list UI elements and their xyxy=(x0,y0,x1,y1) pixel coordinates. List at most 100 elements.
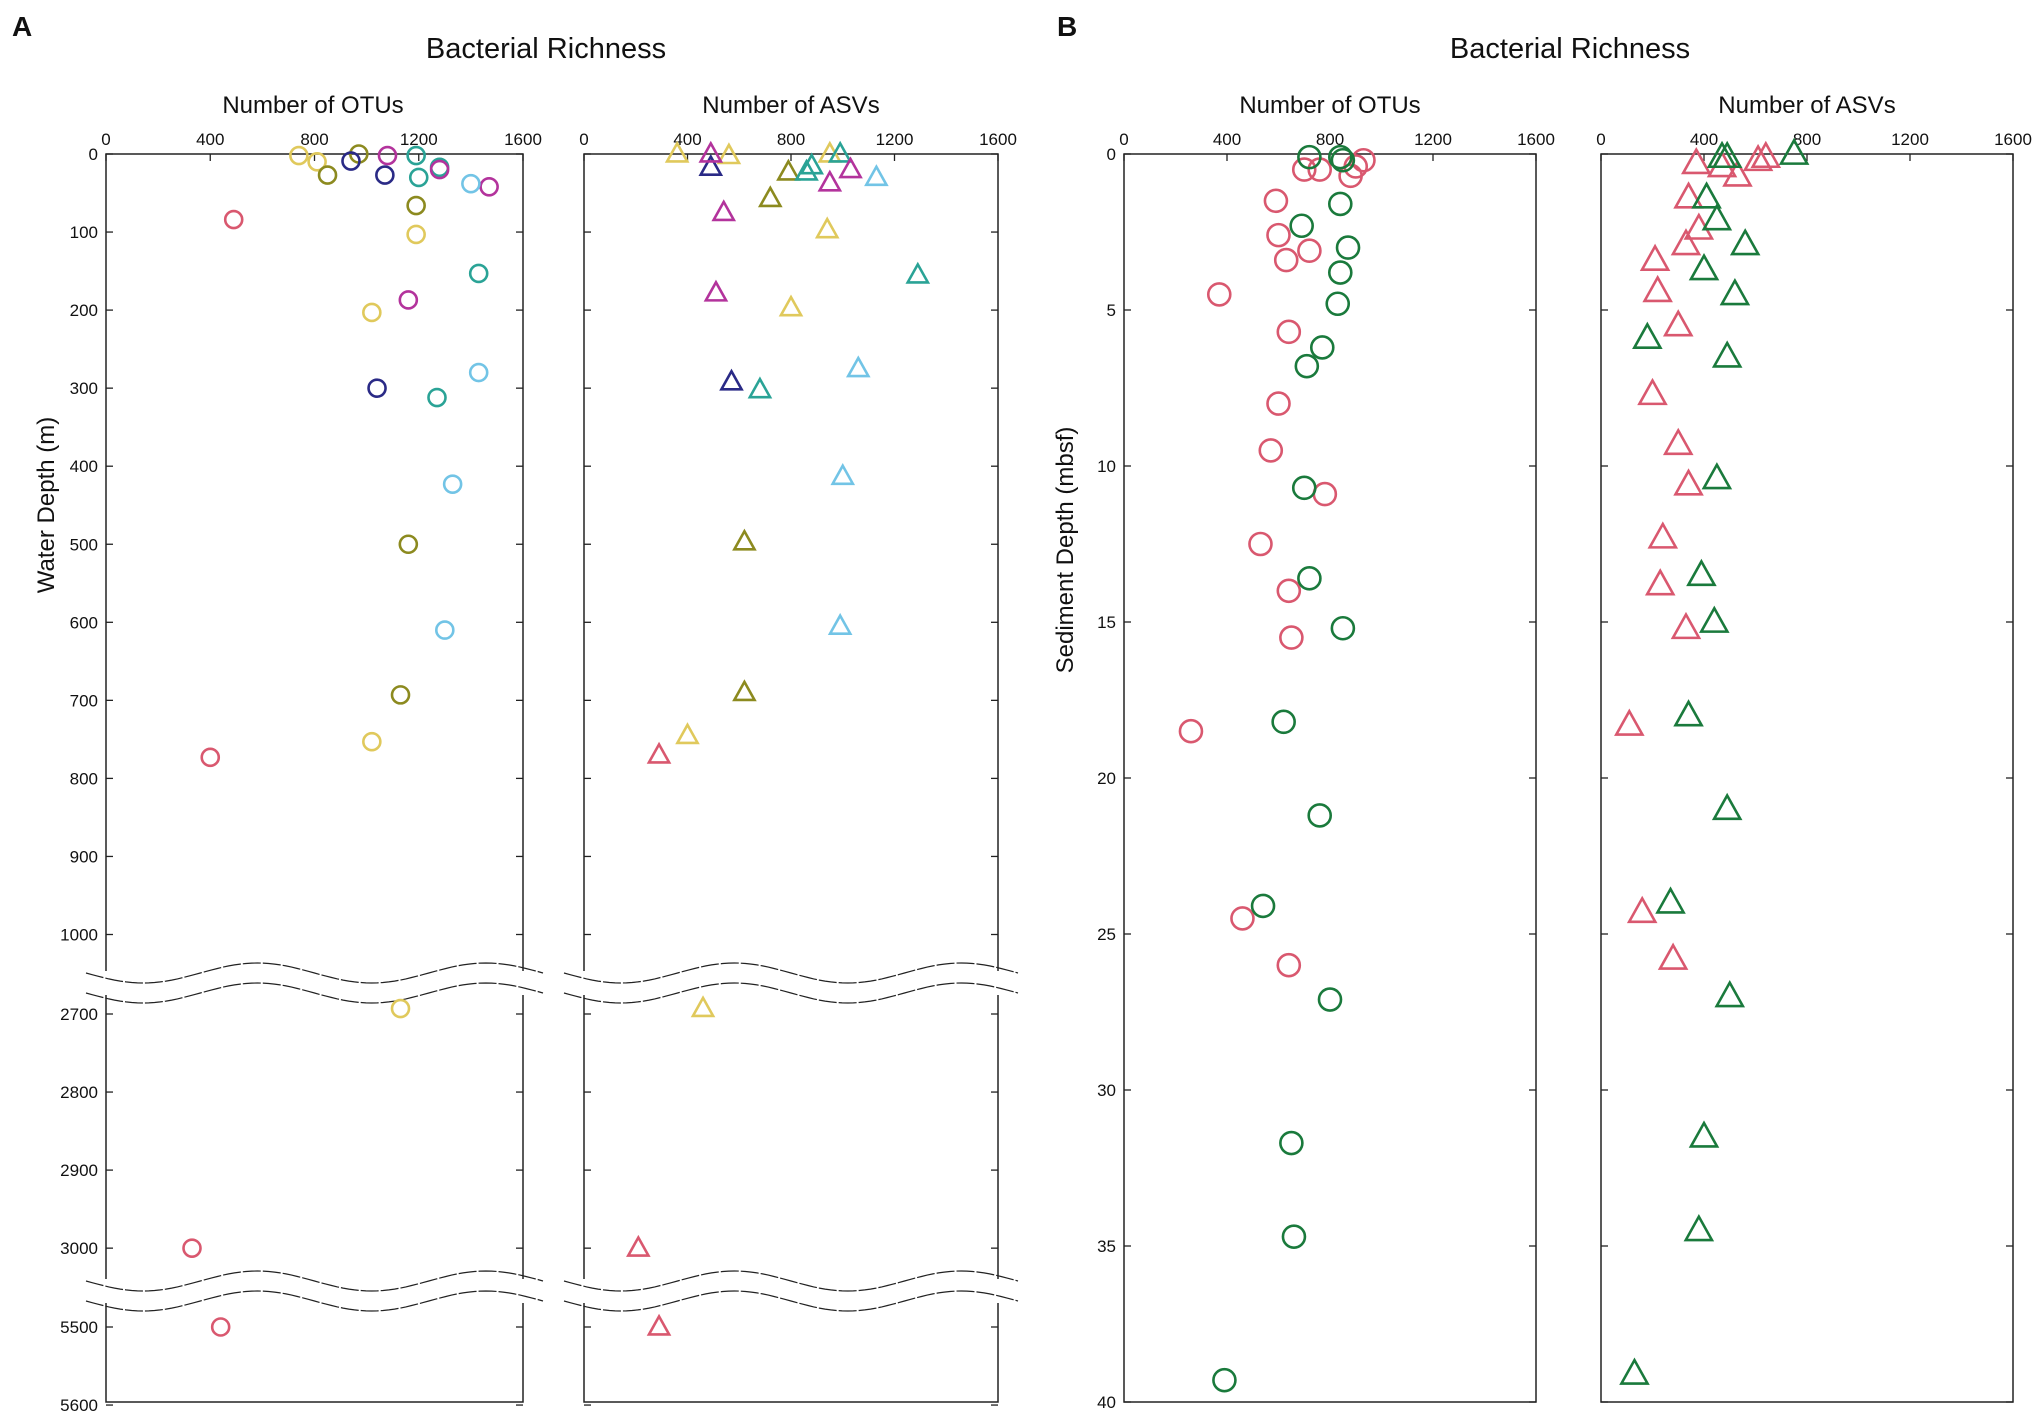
B-asv-point xyxy=(1657,942,1689,970)
A-otu-xtick-label: 400 xyxy=(196,130,224,149)
A-asv-point xyxy=(732,679,757,702)
B-otu-ytick-label: 0 xyxy=(1107,145,1116,164)
A-otu-point xyxy=(390,998,411,1019)
a-otu-title: Number of OTUs xyxy=(222,92,403,119)
B-otu-point xyxy=(1351,147,1376,173)
A-otu-point xyxy=(461,173,481,194)
B-asv-point xyxy=(1626,895,1658,924)
B-otu-point xyxy=(1273,247,1299,273)
B-otu-point xyxy=(1289,213,1314,239)
B-otu-point xyxy=(1266,391,1291,416)
B-otu-point xyxy=(1297,144,1322,170)
B-asv-point xyxy=(1647,521,1679,549)
A-asv-point xyxy=(716,142,742,165)
A-otu-point xyxy=(398,534,419,555)
B-asv-point xyxy=(1719,277,1751,306)
B-asv-point xyxy=(1644,568,1676,596)
A-otu-point xyxy=(307,152,327,172)
A-asv-point xyxy=(690,995,716,1018)
A-otu-ytick-label: 1000 xyxy=(60,926,98,945)
A-asv-point xyxy=(675,722,700,745)
A-otu-ytick-label: 800 xyxy=(70,769,98,788)
A-asv-point xyxy=(747,376,773,399)
B-asv-point xyxy=(1711,340,1743,368)
b-otu-title: Number of OTUs xyxy=(1239,92,1420,119)
A-otu-break-gap xyxy=(104,971,525,995)
B-asv-point xyxy=(1711,792,1743,821)
B-asv-xtick-label: 400 xyxy=(1690,130,1718,149)
A-asv-point xyxy=(830,463,856,486)
A-otu-break-line xyxy=(85,1270,544,1292)
A-otu-point xyxy=(289,145,309,166)
A-otu-point xyxy=(406,145,426,166)
B-otu-point xyxy=(1328,260,1353,285)
B-otu-xtick-label: 400 xyxy=(1213,130,1241,149)
B-asv-point xyxy=(1673,468,1704,496)
B-asv-point xyxy=(1686,558,1717,587)
B-otu-point xyxy=(1276,952,1302,978)
A-asv-point xyxy=(817,169,843,192)
A-asv-break-line xyxy=(563,962,1019,984)
A-asv-break-line xyxy=(563,982,1019,1004)
A-otu-point xyxy=(367,378,387,398)
B-asv-point xyxy=(1639,243,1671,272)
A-otu-ytick-label: 300 xyxy=(70,379,98,398)
B-asv-point xyxy=(1701,203,1733,231)
B-otu-ytick-label: 35 xyxy=(1097,1237,1116,1256)
A-otu-point xyxy=(210,1317,231,1337)
A-asv-point xyxy=(827,140,853,163)
A-otu-ytick-label: 400 xyxy=(70,457,98,476)
A-otu-point xyxy=(341,151,361,171)
B-asv-point xyxy=(1778,137,1810,165)
B-otu-point xyxy=(1330,615,1356,641)
b-asv-title: Number of ASVs xyxy=(1718,92,1895,119)
A-asv-point xyxy=(698,153,724,177)
a-ylabel: Water Depth (m) xyxy=(33,417,60,593)
A-otu-ytick-label: 600 xyxy=(70,613,98,632)
A-asv-xtick-label: 0 xyxy=(579,130,588,149)
b-asv-axes xyxy=(1600,153,2014,1403)
B-asv-point xyxy=(1691,181,1722,209)
A-otu-point xyxy=(468,263,489,284)
B-otu-xtick-label: 1200 xyxy=(1414,130,1452,149)
B-asv-point xyxy=(1750,140,1782,169)
A-otu-point xyxy=(362,731,382,752)
A-otu-point xyxy=(406,195,426,216)
A-otu-point xyxy=(442,474,463,494)
B-otu-point xyxy=(1263,188,1289,214)
A-asv-point xyxy=(698,140,724,163)
B-otu-point xyxy=(1307,803,1332,828)
A-otu-ytick-label: 700 xyxy=(70,691,98,710)
B-asv-point xyxy=(1722,159,1753,187)
B-asv-point xyxy=(1680,146,1712,175)
B-otu-point xyxy=(1279,1130,1304,1156)
A-asv-point xyxy=(732,528,757,551)
B-otu-point xyxy=(1317,987,1343,1012)
A-otu-ytick-label: 5600 xyxy=(60,1396,98,1412)
B-otu-point xyxy=(1330,147,1356,173)
B-otu-ytick-label: 25 xyxy=(1097,925,1116,944)
B-otu-point xyxy=(1309,335,1335,360)
B-asv-point xyxy=(1614,708,1645,736)
A-otu-ytick-label: 5500 xyxy=(60,1318,98,1337)
B-otu-point xyxy=(1230,906,1255,931)
B-asv-point xyxy=(1711,140,1743,169)
B-otu-point xyxy=(1276,578,1302,604)
A-otu-xtick-label: 1600 xyxy=(504,130,542,149)
axis-break-layer xyxy=(85,962,1019,1312)
A-asv-point xyxy=(817,140,843,163)
B-asv-xtick-label: 1200 xyxy=(1891,130,1929,149)
A-otu-point xyxy=(468,362,489,383)
A-asv-xtick-label: 1200 xyxy=(876,130,914,149)
A-otu-point xyxy=(223,209,244,230)
B-asv-xtick-label: 0 xyxy=(1596,130,1605,149)
B-otu-ytick-label: 5 xyxy=(1107,301,1116,320)
b-ylabel: Sediment Depth (mbsf) xyxy=(1052,427,1079,674)
B-otu-point xyxy=(1279,625,1304,650)
A-otu-ytick-label: 500 xyxy=(70,535,98,554)
A-otu-point xyxy=(479,176,499,197)
panel-label-a: A xyxy=(12,11,32,42)
A-asv-point xyxy=(905,261,931,284)
B-otu-point xyxy=(1291,475,1317,501)
